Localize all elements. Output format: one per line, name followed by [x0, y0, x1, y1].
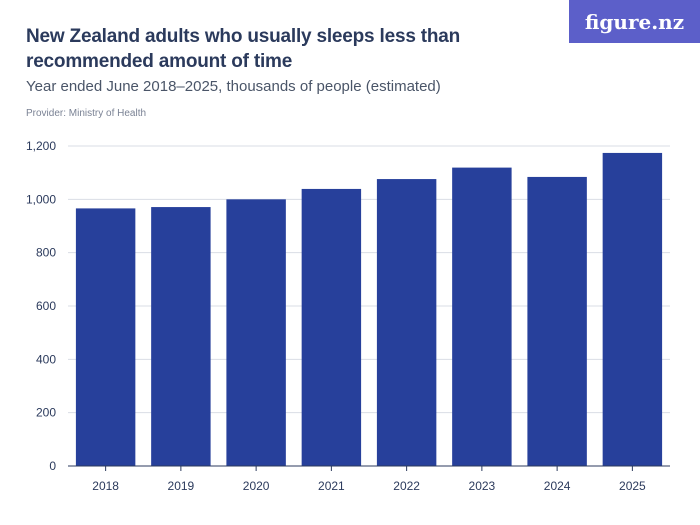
y-tick-label: 1,000	[26, 192, 56, 206]
provider-note: Provider: Ministry of Health	[26, 108, 147, 119]
chart-title: New Zealand adults who usually sleeps le…	[26, 26, 461, 72]
chart-subtitle: Year ended June 2018–2025, thousands of …	[26, 78, 441, 95]
bar-2021[interactable]	[301, 188, 362, 466]
x-tick-label: 2020	[243, 479, 270, 493]
y-tick-label: 800	[36, 246, 56, 260]
x-tick-label: 2025	[619, 479, 646, 493]
x-tick-label: 2024	[544, 479, 571, 493]
bar-2022[interactable]	[376, 179, 437, 467]
logo-text: figure.nz	[584, 9, 685, 34]
figure-nz-logo[interactable]: figure.nz	[569, 0, 700, 43]
bars	[75, 152, 663, 467]
x-tick-label: 2018	[92, 479, 119, 493]
y-tick-labels: 0 200 400 600 800 1,000 1,200	[26, 139, 56, 473]
bar-2023[interactable]	[452, 167, 512, 466]
x-tick-labels: 2018 2019 2020 2021 2022 2023 2024 2025	[92, 466, 646, 493]
x-tick-label: 2019	[168, 479, 195, 493]
y-tick-label: 400	[36, 352, 56, 366]
y-tick-label: 600	[36, 299, 56, 313]
y-tick-label: 0	[49, 459, 56, 473]
bar-2019[interactable]	[151, 207, 211, 467]
x-tick-label: 2022	[393, 479, 420, 493]
x-tick-label: 2021	[318, 479, 345, 493]
bar-2018[interactable]	[75, 208, 136, 466]
bar-2025[interactable]	[602, 152, 663, 466]
x-tick-label: 2023	[469, 479, 496, 493]
bar-2020[interactable]	[226, 199, 286, 467]
bar-2024[interactable]	[527, 176, 587, 466]
y-tick-label: 200	[36, 406, 56, 420]
y-tick-label: 1,200	[26, 139, 56, 153]
